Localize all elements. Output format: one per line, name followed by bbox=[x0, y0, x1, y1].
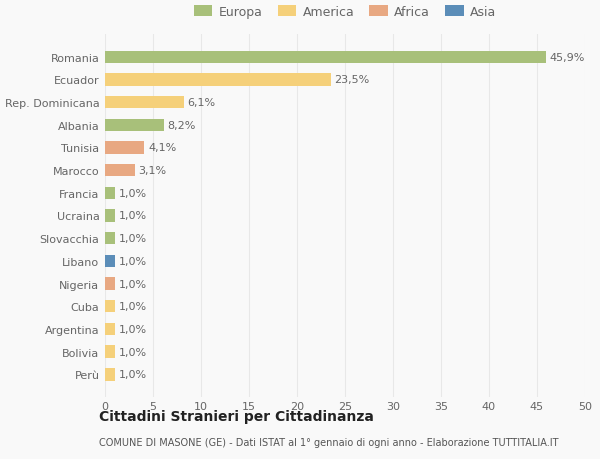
Bar bbox=[105, 142, 145, 154]
Text: 8,2%: 8,2% bbox=[167, 121, 196, 130]
Legend: Europa, America, Africa, Asia: Europa, America, Africa, Asia bbox=[191, 4, 499, 22]
Text: 1,0%: 1,0% bbox=[118, 347, 146, 357]
Text: 45,9%: 45,9% bbox=[550, 53, 585, 62]
Text: 1,0%: 1,0% bbox=[118, 302, 146, 312]
Bar bbox=[105, 368, 115, 381]
Text: 1,0%: 1,0% bbox=[118, 369, 146, 380]
Bar bbox=[105, 255, 115, 268]
Bar bbox=[105, 300, 115, 313]
Text: COMUNE DI MASONE (GE) - Dati ISTAT al 1° gennaio di ogni anno - Elaborazione TUT: COMUNE DI MASONE (GE) - Dati ISTAT al 1°… bbox=[99, 437, 559, 447]
Text: 1,0%: 1,0% bbox=[118, 324, 146, 334]
Bar bbox=[105, 278, 115, 290]
Bar bbox=[105, 323, 115, 336]
Bar bbox=[105, 51, 545, 64]
Text: 1,0%: 1,0% bbox=[118, 279, 146, 289]
Text: 6,1%: 6,1% bbox=[188, 98, 215, 108]
Text: 3,1%: 3,1% bbox=[139, 166, 167, 176]
Bar bbox=[105, 346, 115, 358]
Text: 1,0%: 1,0% bbox=[118, 256, 146, 266]
Text: 4,1%: 4,1% bbox=[148, 143, 176, 153]
Bar bbox=[105, 164, 135, 177]
Bar bbox=[105, 232, 115, 245]
Text: 1,0%: 1,0% bbox=[118, 188, 146, 198]
Text: 1,0%: 1,0% bbox=[118, 234, 146, 244]
Bar bbox=[105, 187, 115, 200]
Text: 1,0%: 1,0% bbox=[118, 211, 146, 221]
Text: Cittadini Stranieri per Cittadinanza: Cittadini Stranieri per Cittadinanza bbox=[99, 409, 374, 423]
Bar bbox=[105, 74, 331, 86]
Text: 23,5%: 23,5% bbox=[334, 75, 370, 85]
Bar bbox=[105, 210, 115, 222]
Bar bbox=[105, 119, 164, 132]
Bar bbox=[105, 97, 184, 109]
